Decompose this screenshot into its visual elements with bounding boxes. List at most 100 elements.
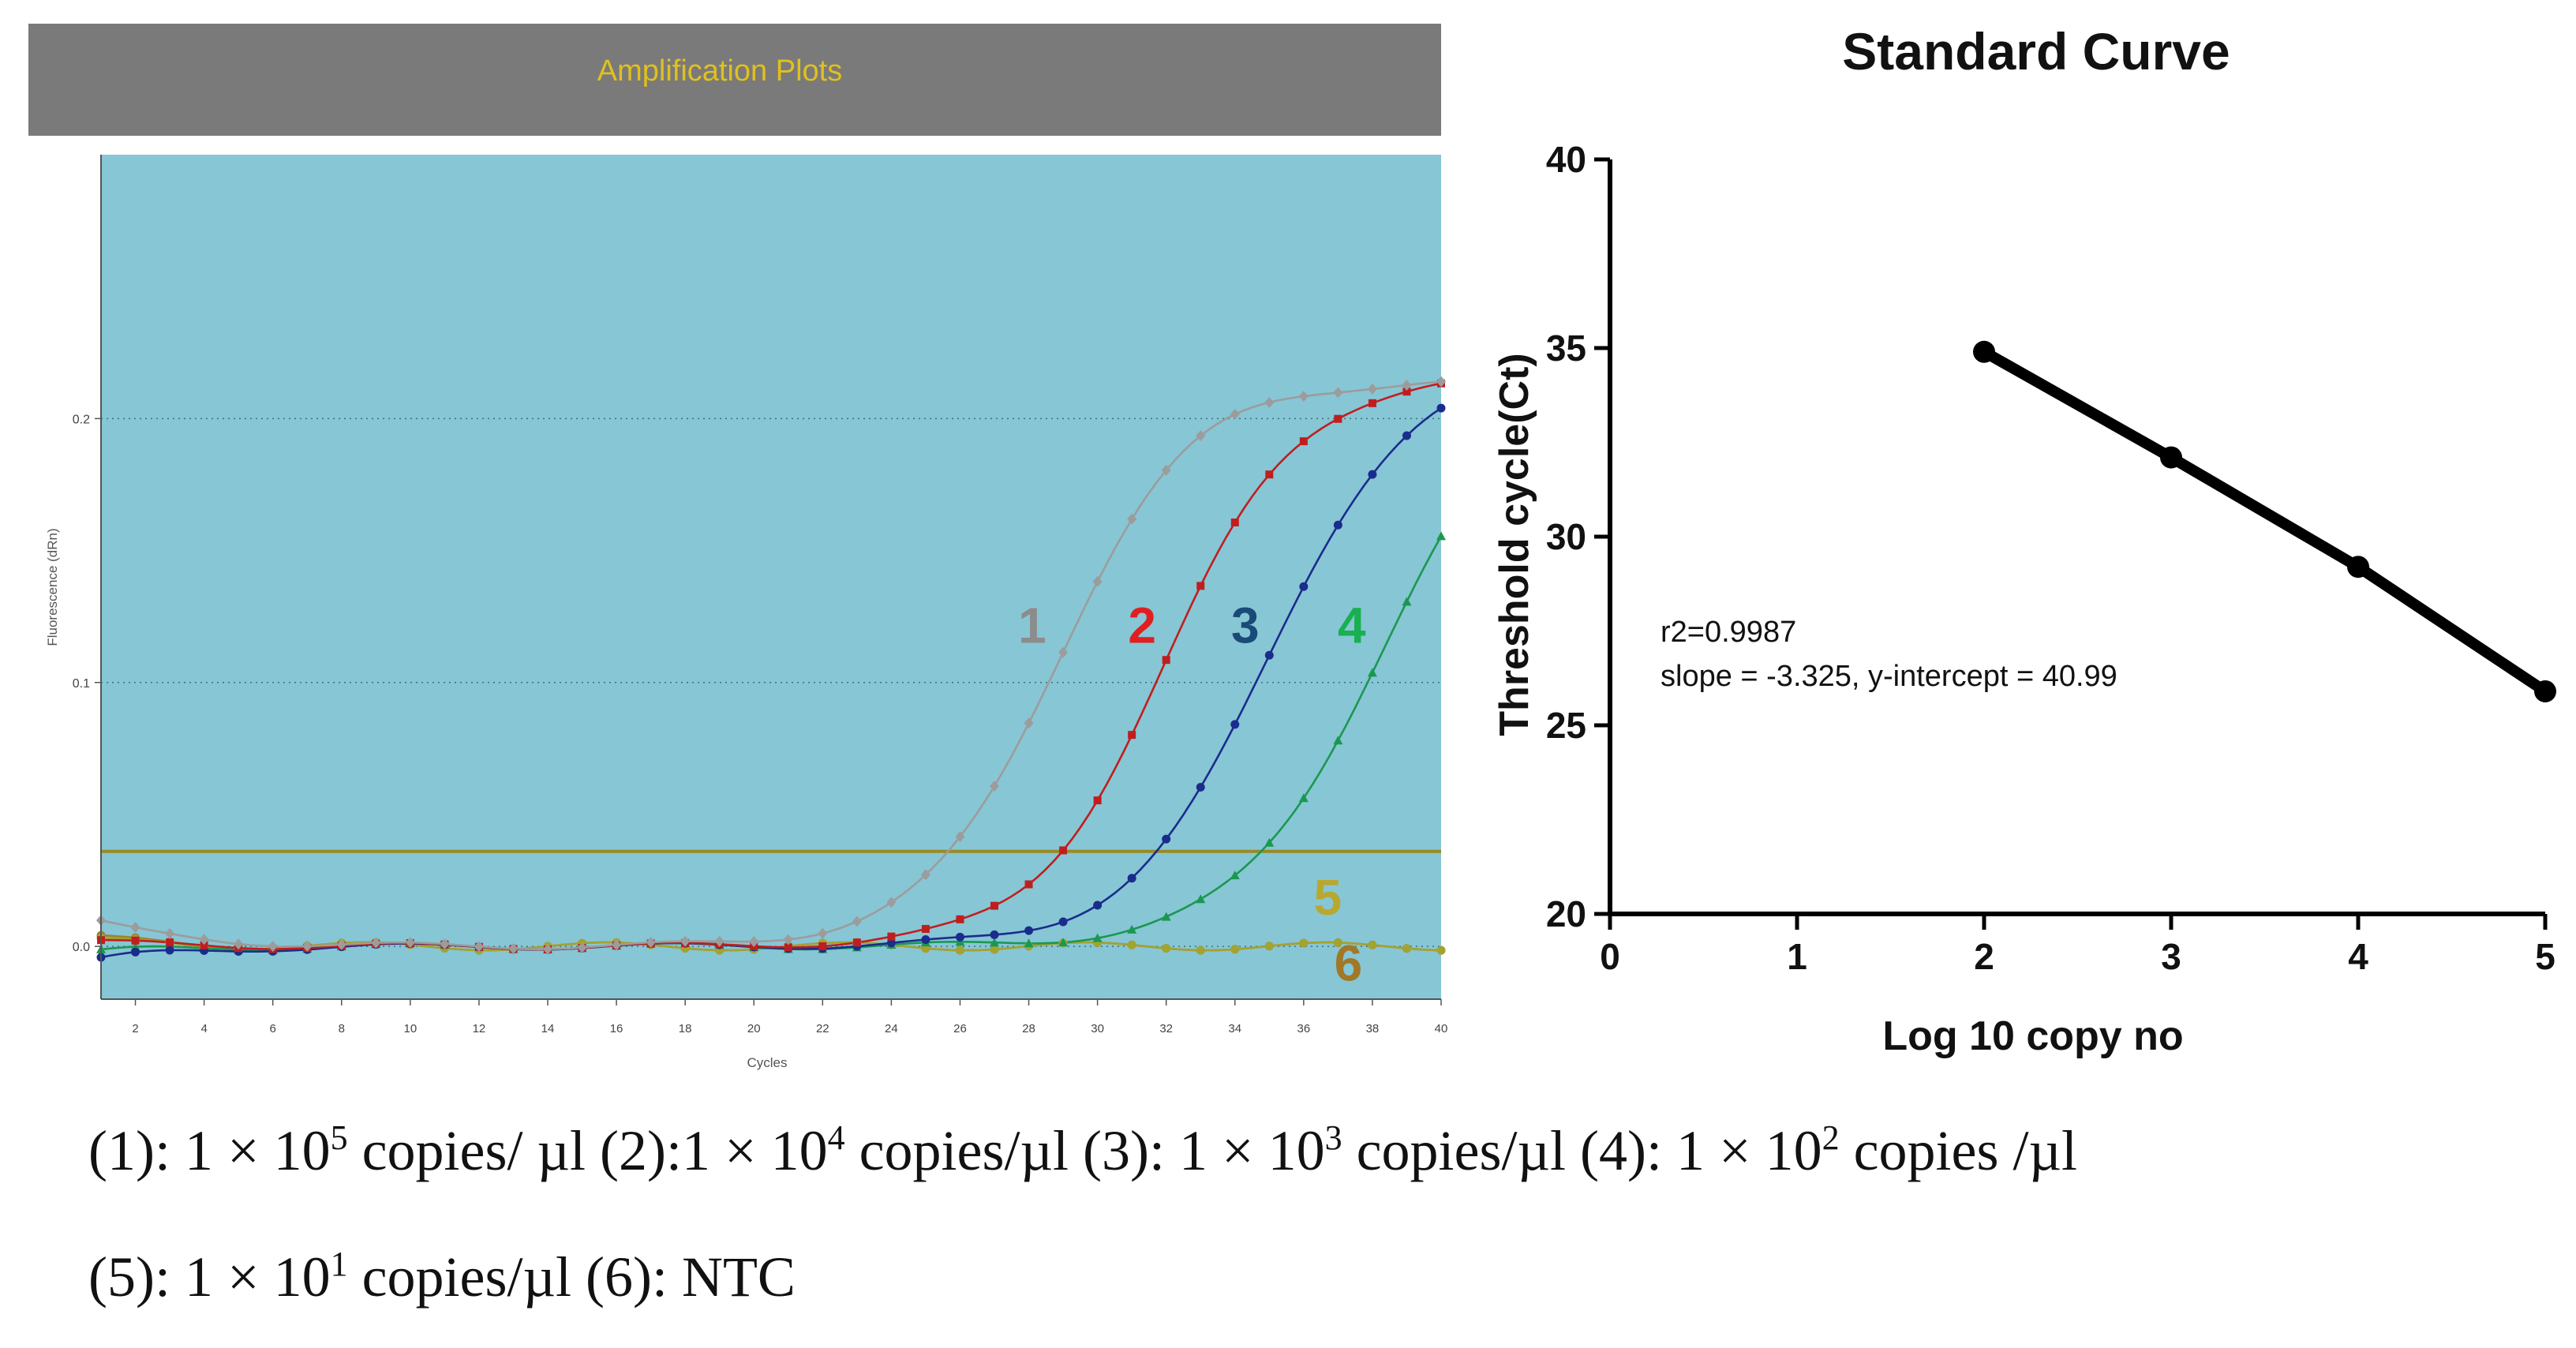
amp-series-3-point — [1024, 926, 1034, 935]
caption-item-5: (5): 1 × 101 copies/µl — [88, 1245, 571, 1309]
caption-item-6: (6): NTC — [586, 1245, 796, 1309]
amp-series-1-point — [920, 869, 930, 881]
std-y-tick-label: 25 — [1546, 705, 1586, 746]
amp-series-1-point — [302, 940, 313, 952]
amp-series-4-point — [1058, 938, 1069, 947]
amp-series-5-point — [1264, 942, 1274, 951]
amp-series-4-point — [1196, 894, 1206, 904]
amp-series-1-point — [1161, 464, 1171, 476]
standard-curve-y-axis-label: Threshold cycle(Ct) — [1492, 353, 1537, 736]
amp-series-2-line — [101, 382, 1442, 951]
amp-series-2-point — [818, 942, 827, 950]
std-data-point — [2160, 446, 2182, 469]
amp-series-2-point — [784, 943, 792, 952]
amplification-plot-area — [101, 155, 1441, 999]
amp-series-3-point — [165, 945, 174, 955]
amp-x-tick-label: 38 — [1366, 1022, 1380, 1035]
amp-series-1-point — [336, 938, 346, 950]
amp-series-2-point — [887, 932, 896, 941]
amp-series-1-point — [1298, 391, 1309, 403]
amp-series-1-point — [852, 916, 862, 927]
amp-x-tick-label: 6 — [270, 1022, 276, 1035]
amp-series-3-point — [1230, 720, 1240, 729]
amp-series-3-point — [1196, 782, 1205, 792]
amp-x-tick-label: 2 — [132, 1022, 138, 1035]
amp-series-4-point — [990, 938, 999, 947]
std-data-point — [2534, 680, 2556, 702]
std-x-tick-label: 4 — [2348, 936, 2368, 977]
amplification-y-axis-label: Fluorescence (dRn) — [45, 528, 60, 646]
amp-y-tick-label: 0.0 — [73, 941, 90, 954]
amp-curve-label-5: 5 — [1314, 869, 1342, 926]
amp-series-3-point — [1333, 520, 1342, 530]
amp-series-5-point — [1368, 940, 1377, 949]
amp-series-3-point — [921, 935, 930, 945]
amp-series-3-point — [1368, 470, 1377, 479]
amp-series-1-point — [234, 938, 244, 950]
amp-series-5-point — [1299, 938, 1309, 948]
amp-x-tick-label: 20 — [747, 1022, 761, 1035]
amp-series-2-point — [921, 924, 930, 933]
amp-series-4-point — [1264, 837, 1275, 847]
amp-series-1-point — [955, 831, 965, 843]
std-y-tick-label: 40 — [1546, 139, 1586, 180]
amp-series-3-point — [990, 930, 999, 939]
amp-series-1-point — [783, 934, 793, 945]
amp-series-1-point — [990, 781, 999, 792]
amplification-plot-chart: Amplification Plots 2 4 6 8 10 12 14 16 18 20 22 24… — [28, 24, 1448, 1070]
amp-series-3-point — [131, 947, 140, 957]
amp-series-2-point — [1299, 437, 1308, 446]
amplification-x-axis-label: Cycles — [747, 1055, 787, 1070]
amp-series-1-point — [543, 943, 552, 955]
amp-series-1-point — [440, 938, 450, 950]
amp-series-5-point — [1196, 945, 1205, 955]
amp-series-3-point — [1299, 582, 1309, 591]
amp-series-4-point — [1230, 871, 1240, 880]
amp-series-1-point — [474, 941, 484, 953]
amp-curve-label-4: 4 — [1338, 597, 1366, 654]
standard-curve-title: Standard Curve — [1842, 22, 2230, 81]
amp-x-tick-label: 18 — [679, 1022, 692, 1035]
caption-item-4: (4): 1 × 102 copies /µl — [1580, 1118, 2077, 1182]
amp-series-5-point — [1162, 944, 1171, 953]
amp-series-3-point — [1162, 834, 1171, 844]
amp-series-1-point — [165, 927, 175, 939]
standard-curve-r2-annotation: r2=0.9987 — [1661, 616, 1796, 649]
amp-series-2-point — [1265, 470, 1274, 479]
amp-curve-label-3: 3 — [1231, 597, 1260, 654]
amp-x-tick-label: 28 — [1022, 1022, 1035, 1035]
amp-x-tick-label: 30 — [1091, 1022, 1104, 1035]
amp-series-3-point — [1436, 403, 1446, 413]
amp-series-1-point — [1024, 717, 1034, 729]
amp-x-tick-label: 40 — [1435, 1022, 1448, 1035]
figure-caption: (1): 1 × 105 copies/ µl (2):1 × 104 copi… — [88, 1088, 2535, 1340]
amp-series-3-point — [1058, 917, 1068, 927]
amp-series-2-point — [166, 938, 174, 947]
caption-item-3: (3): 1 × 103 copies/µl — [1083, 1118, 1566, 1182]
amp-series-1-point — [1092, 575, 1103, 587]
amp-series-4-point — [1367, 668, 1377, 677]
caption-line-2: (5): 1 × 101 copies/µl (6): NTC — [88, 1214, 2535, 1340]
amp-series-2-point — [1093, 796, 1102, 805]
amp-series-1-point — [1230, 408, 1240, 420]
amp-series-4-point — [1024, 938, 1034, 948]
amp-curve-label-2: 2 — [1128, 597, 1156, 654]
std-y-tick-label: 20 — [1546, 893, 1586, 934]
amp-series-1-point — [1367, 383, 1377, 395]
amp-series-2-point — [1368, 399, 1376, 407]
std-data-point — [2347, 556, 2369, 579]
amp-series-5-point — [955, 945, 964, 955]
amp-series-1-point — [886, 897, 897, 908]
std-fit-line — [1981, 346, 2548, 696]
amplification-header-bar — [28, 24, 1441, 136]
amp-x-tick-label: 22 — [816, 1022, 829, 1035]
amp-series-2-point — [956, 915, 964, 923]
amp-x-tick-label: 32 — [1159, 1022, 1173, 1035]
amp-series-4-point — [1402, 597, 1412, 606]
std-data-point — [1973, 340, 1995, 363]
amp-series-1-point — [1127, 513, 1137, 525]
caption-item-1: (1): 1 × 105 copies/ µl — [88, 1118, 586, 1182]
amp-x-tick-label: 24 — [885, 1022, 898, 1035]
amp-series-1-point — [405, 937, 415, 949]
amp-series-2-point — [1059, 846, 1068, 855]
